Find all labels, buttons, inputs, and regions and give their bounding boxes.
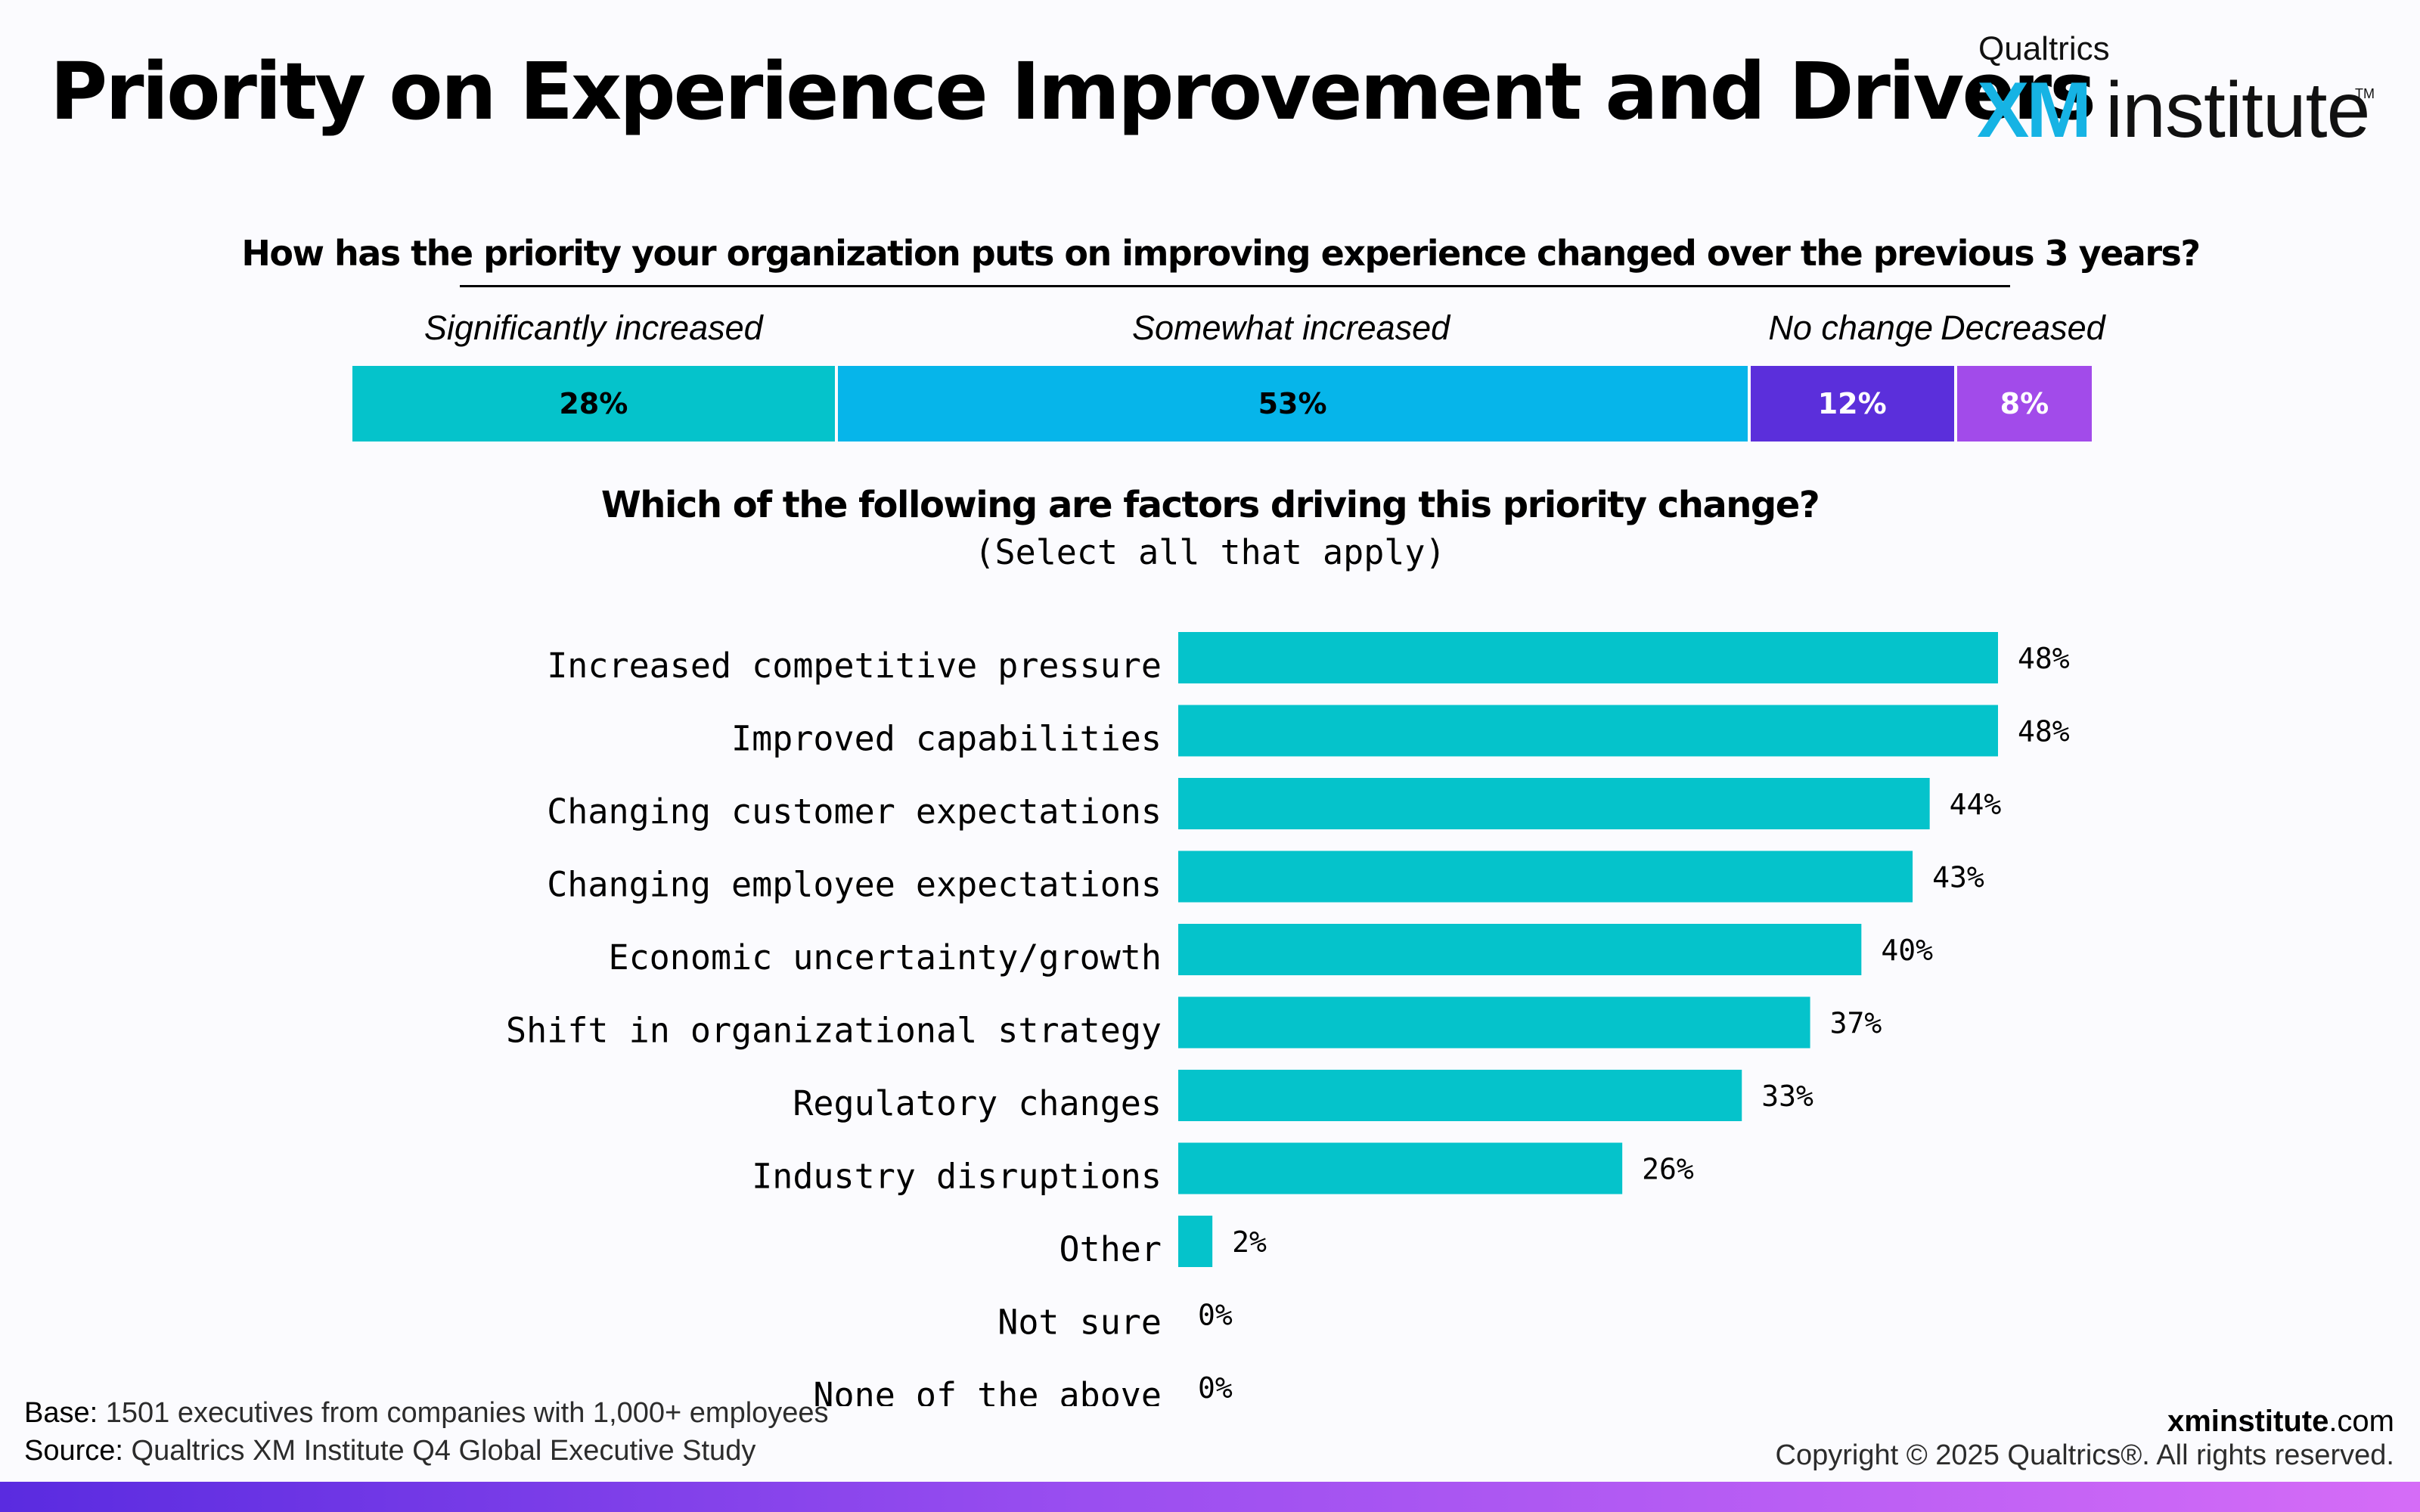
value-label-4: 40%	[1881, 934, 1933, 967]
drivers-bar-chart: Increased competitive pressure 48% Improve…	[506, 632, 2070, 1406]
category-label-9: Not sure	[997, 1303, 1162, 1343]
stacked-segment-label-3: Decreased	[1941, 308, 2105, 347]
footer-source: Source: Qualtrics XM Institute Q4 Global…	[24, 1435, 755, 1467]
value-label-8: 2%	[1232, 1225, 1267, 1259]
stacked-segment-0: 28%	[352, 366, 835, 442]
category-label-7: Industry disruptions	[752, 1157, 1162, 1197]
stacked-segment-label-0: Significantly increased	[424, 308, 763, 347]
value-label-1: 48%	[2018, 715, 2070, 748]
logo-mark: XM	[1977, 67, 2092, 154]
value-label-3: 43%	[1932, 861, 1984, 894]
bar-0	[1178, 632, 1998, 683]
category-label-0: Increased competitive pressure	[547, 646, 1162, 686]
site-url-bold: xminstitute	[2167, 1405, 2329, 1438]
value-label-5: 37%	[1830, 1007, 1882, 1040]
value-label-0: 48%	[2018, 642, 2070, 675]
category-label-3: Changing employee expectations	[547, 865, 1162, 905]
bar-5	[1178, 996, 1810, 1049]
bar-6	[1178, 1070, 1742, 1121]
question-priority-change: How has the priority your organization p…	[241, 233, 2201, 274]
value-label-10: 0%	[1198, 1371, 1233, 1405]
logo-brand: Qualtrics	[1978, 30, 2110, 67]
bar-4	[1178, 924, 1862, 975]
page-title: Priority on Experience Improvement and D…	[50, 45, 2096, 138]
footer-source-label: Source:	[24, 1435, 123, 1467]
category-label-10: None of the above	[813, 1375, 1162, 1406]
bar-1	[1178, 705, 1998, 757]
stacked-segment-1: 53%	[834, 366, 1748, 442]
bar-8	[1178, 1216, 1213, 1267]
category-label-5: Shift in organizational strategy	[506, 1011, 1162, 1051]
stacked-segment-3: 8%	[1953, 366, 2092, 442]
logo-trademark: TM	[2355, 86, 2375, 101]
copyright: Copyright © 2025 Qualtrics®. All rights …	[1775, 1439, 2394, 1471]
question-underline	[460, 285, 2010, 287]
bar-3	[1178, 850, 1913, 903]
xm-institute-logo: Qualtrics XM institute TM	[1977, 30, 2375, 154]
category-label-8: Other	[1060, 1229, 1162, 1269]
stacked-segment-2: 12%	[1747, 366, 1954, 442]
footer-base-text: 1501 executives from companies with 1,00…	[105, 1397, 829, 1429]
value-label-2: 44%	[1950, 788, 2002, 821]
category-label-6: Regulatory changes	[793, 1083, 1162, 1123]
value-label-7: 26%	[1642, 1153, 1694, 1186]
footer-base-label: Base:	[24, 1397, 98, 1429]
site-url-rest: .com	[2328, 1405, 2394, 1438]
category-label-2: Changing customer expectations	[547, 792, 1162, 832]
category-label-4: Economic uncertainty/growth	[609, 937, 1162, 978]
question-drivers: Which of the following are factors drivi…	[600, 484, 1820, 526]
category-label-1: Improved capabilities	[731, 719, 1162, 759]
logo-name: institute	[2105, 67, 2370, 154]
stacked-segment-label-2: No change	[1768, 308, 1934, 347]
bar-7	[1178, 1142, 1623, 1194]
bottom-gradient-bar	[0, 1482, 2420, 1512]
value-label-9: 0%	[1198, 1299, 1233, 1332]
footer-source-text: Qualtrics XM Institute Q4 Global Executi…	[131, 1435, 756, 1467]
question-drivers-note: (Select all that apply)	[974, 532, 1446, 572]
bar-2	[1178, 778, 1930, 829]
site-url[interactable]: xminstitute.com	[2167, 1405, 2394, 1439]
footer-base: Base: 1501 executives from companies wit…	[24, 1397, 829, 1430]
stacked-segment-label-1: Somewhat increased	[1131, 308, 1450, 347]
value-label-6: 33%	[1761, 1080, 1813, 1113]
